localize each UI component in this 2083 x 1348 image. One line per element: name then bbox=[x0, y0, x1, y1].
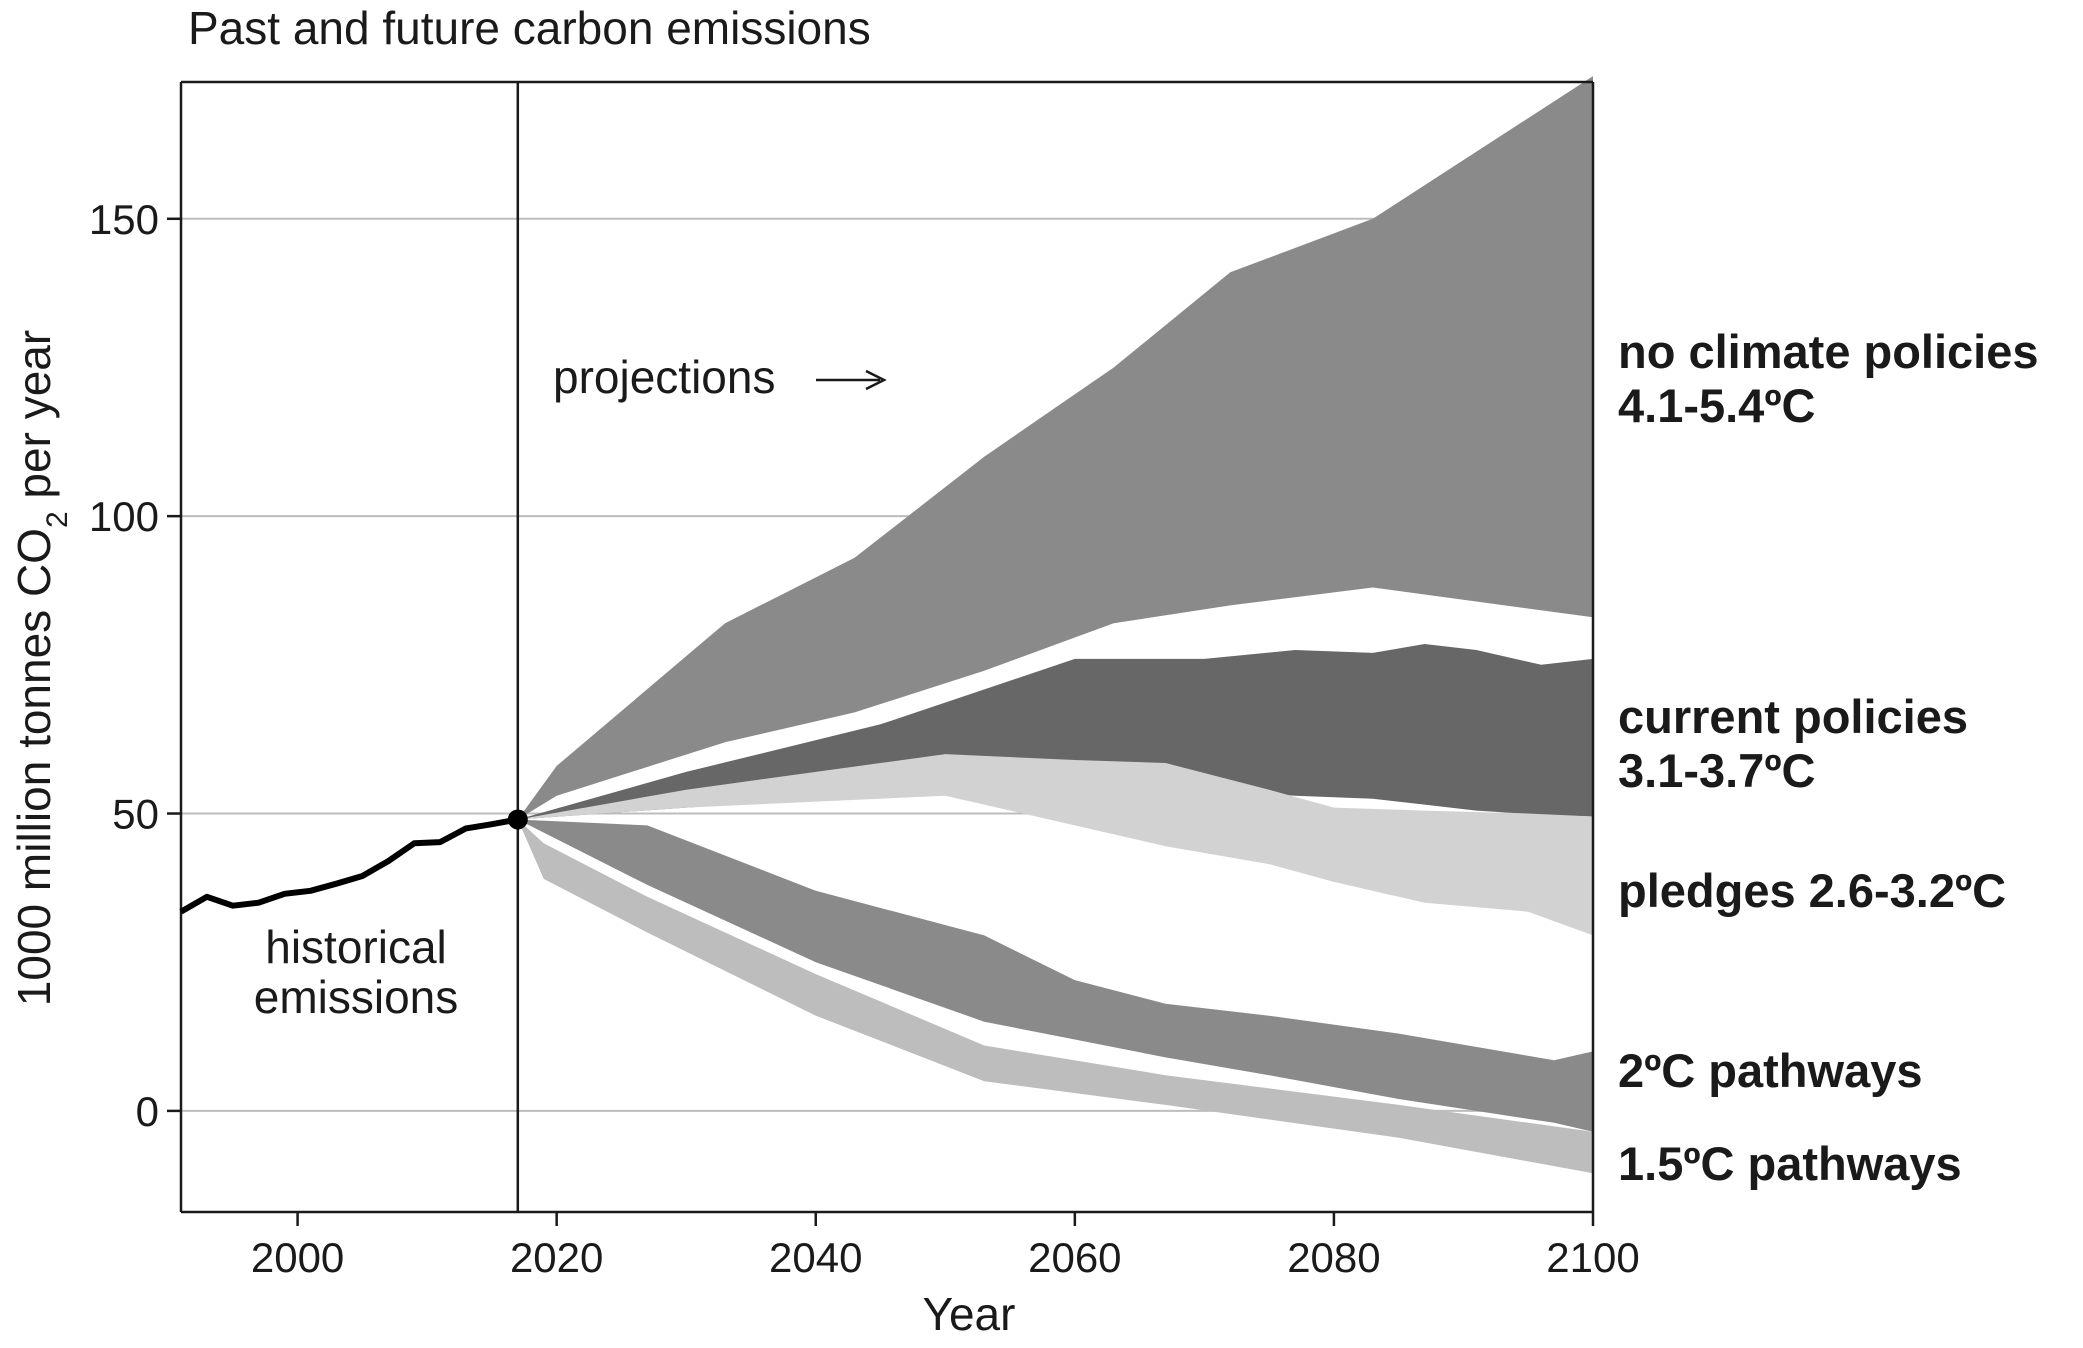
x-axis-label: Year bbox=[923, 1288, 1016, 1340]
y-tick-label-50: 50 bbox=[112, 791, 159, 838]
historical-emissions-line bbox=[179, 816, 519, 915]
y-tick-label-100: 100 bbox=[89, 493, 159, 540]
x-tick-label-2040: 2040 bbox=[769, 1234, 862, 1281]
band-pledges bbox=[517, 754, 1593, 936]
y-axis-label-tail: per year bbox=[8, 330, 60, 512]
band-2-c-pathways bbox=[517, 819, 1593, 1132]
axis-ticks: 0 50 100 150 2000 2020 2040 2060 2080 2100 bbox=[89, 196, 1640, 1281]
band-no-climate-policies bbox=[517, 76, 1593, 820]
historical-annotation-line1: historical bbox=[265, 921, 447, 973]
label-1-5c-pathways: 1.5ºC pathways bbox=[1618, 1137, 1962, 1190]
chart-title: Past and future carbon emissions bbox=[188, 2, 871, 54]
x-tick-label-2100: 2100 bbox=[1546, 1234, 1639, 1281]
present-day-dot bbox=[507, 809, 528, 830]
y-tick-label-0: 0 bbox=[136, 1088, 159, 1135]
label-current-policies: current policies bbox=[1618, 690, 1968, 743]
x-tick-label-2060: 2060 bbox=[1028, 1234, 1121, 1281]
projections-annotation: projections bbox=[553, 351, 775, 403]
label-2c-pathways: 2ºC pathways bbox=[1618, 1044, 1923, 1097]
band-current-policies bbox=[517, 644, 1593, 820]
x-tick-label-2080: 2080 bbox=[1287, 1234, 1380, 1281]
label-current-policies-range: 3.1-3.7ºC bbox=[1618, 744, 1815, 797]
label-no-climate-policies: no climate policies bbox=[1618, 325, 2039, 378]
x-tick-label-2000: 2000 bbox=[251, 1234, 344, 1281]
historical-annotation-line2: emissions bbox=[254, 971, 459, 1023]
y-axis-label: 1000 million tonnes CO2 per year bbox=[8, 330, 74, 1006]
label-no-climate-policies-range: 4.1-5.4ºC bbox=[1618, 379, 1815, 432]
y-tick-label-150: 150 bbox=[89, 196, 159, 243]
y-axis-label-subscript: 2 bbox=[41, 511, 74, 528]
label-pledges: pledges 2.6-3.2ºC bbox=[1618, 864, 2006, 917]
y-axis-label-main: 1000 million tonnes CO bbox=[8, 528, 60, 1006]
projections-arrow-icon bbox=[865, 369, 887, 391]
x-tick-label-2020: 2020 bbox=[510, 1234, 603, 1281]
band-1-5-c-pathways bbox=[517, 819, 1593, 1174]
projection-bands bbox=[517, 76, 1593, 1174]
